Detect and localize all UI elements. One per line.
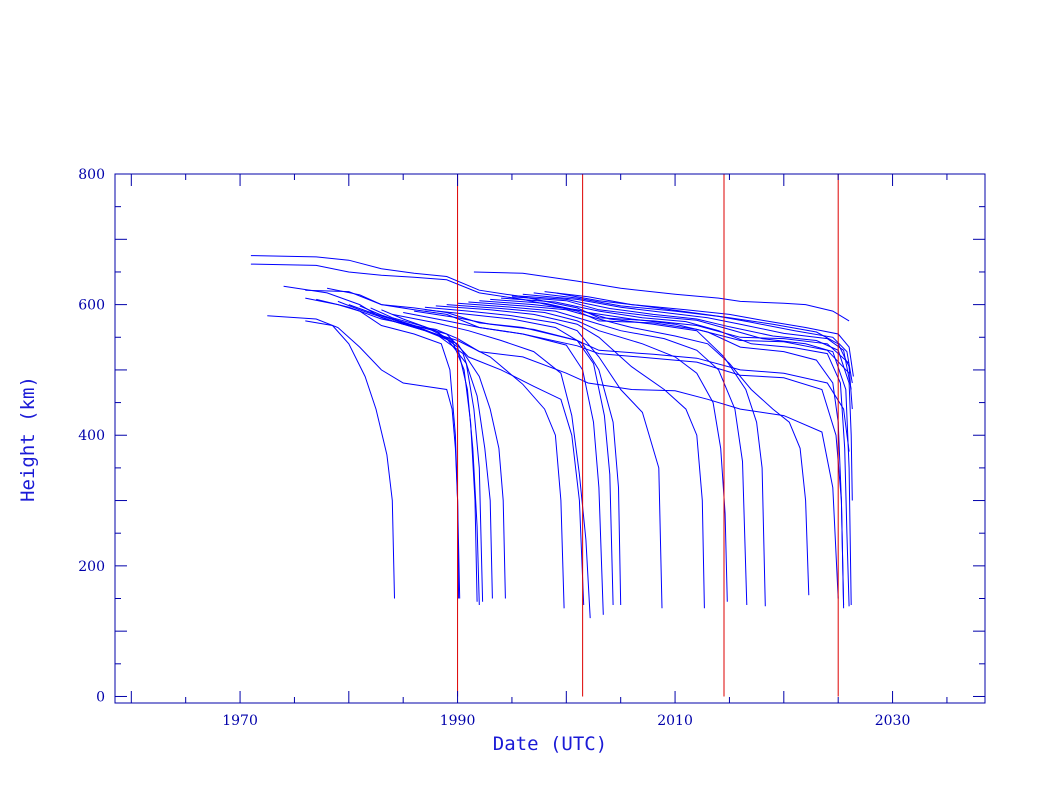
series-line-25 [468, 301, 810, 596]
series-line-5 [327, 287, 845, 606]
x-tick-label: 2010 [657, 713, 693, 729]
y-tick-label: 800 [78, 167, 105, 183]
series-line-30 [511, 295, 853, 501]
x-tick-label: 1990 [440, 713, 476, 729]
series-line-17 [392, 313, 591, 619]
series-line-24 [457, 302, 748, 606]
series-line-20 [424, 309, 622, 606]
series-line-8 [305, 297, 461, 599]
series-line-10 [348, 304, 493, 599]
y-tick-label: 400 [78, 428, 105, 444]
series-line-15 [305, 320, 395, 599]
x-axis-title: Date (UTC) [493, 733, 607, 755]
series-line-31 [522, 293, 852, 390]
series-line-12 [370, 307, 478, 602]
x-tick-label: 1970 [222, 713, 258, 729]
y-axis-title: Height (km) [17, 376, 39, 502]
series-line-32 [533, 292, 853, 384]
series-line-21 [424, 306, 663, 609]
series-line-11 [359, 305, 484, 602]
series-line-14 [267, 315, 460, 599]
series-line-29 [511, 296, 852, 606]
y-tick-label: 0 [96, 689, 105, 705]
series-line-2 [250, 263, 850, 374]
series-line-23 [446, 304, 728, 602]
series-line-34 [555, 292, 853, 410]
series-line-22 [435, 305, 705, 609]
series-layer [250, 255, 854, 619]
x-tick-label: 2030 [875, 713, 911, 729]
series-line-27 [490, 298, 845, 609]
series-line-6 [283, 285, 839, 599]
tick-layer [115, 173, 985, 703]
series-line-26 [479, 300, 766, 607]
y-tick-label: 200 [78, 559, 105, 575]
series-line-13 [381, 309, 480, 606]
series-line-19 [414, 310, 614, 606]
y-tick-label: 600 [78, 298, 105, 314]
series-line-1 [250, 255, 850, 364]
series-line-18 [403, 312, 604, 615]
series-line-3 [473, 271, 850, 322]
vertical-marker-layer [457, 174, 839, 697]
series-line-7 [316, 298, 585, 606]
series-line-16 [392, 320, 565, 609]
series-line-9 [337, 300, 506, 599]
series-line-4 [305, 289, 850, 452]
plot-frame [114, 173, 986, 704]
tick-label-layer: 1970 1990 2010 2030 0 200 400 600 800 [78, 167, 910, 729]
series-line-33 [544, 291, 854, 377]
series-line-28 [501, 297, 850, 607]
